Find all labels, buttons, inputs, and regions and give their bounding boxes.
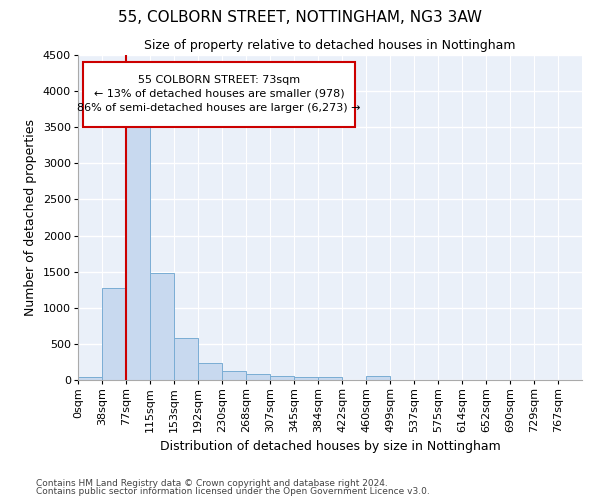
Y-axis label: Number of detached properties: Number of detached properties <box>25 119 37 316</box>
Title: Size of property relative to detached houses in Nottingham: Size of property relative to detached ho… <box>144 40 516 52</box>
Bar <box>78 377 102 380</box>
X-axis label: Distribution of detached houses by size in Nottingham: Distribution of detached houses by size … <box>160 440 500 454</box>
Bar <box>366 376 390 380</box>
Bar <box>222 372 246 380</box>
Bar <box>318 378 342 380</box>
Text: Contains HM Land Registry data © Crown copyright and database right 2024.: Contains HM Land Registry data © Crown c… <box>36 478 388 488</box>
Bar <box>126 127 150 380</box>
Bar <box>174 338 198 380</box>
Text: 55 COLBORN STREET: 73sqm
← 13% of detached houses are smaller (978)
86% of semi-: 55 COLBORN STREET: 73sqm ← 13% of detach… <box>77 75 361 113</box>
Bar <box>198 362 222 380</box>
Bar <box>270 376 294 380</box>
Bar <box>246 374 270 380</box>
Bar <box>150 273 174 380</box>
Text: 55, COLBORN STREET, NOTTINGHAM, NG3 3AW: 55, COLBORN STREET, NOTTINGHAM, NG3 3AW <box>118 10 482 25</box>
Text: Contains public sector information licensed under the Open Government Licence v3: Contains public sector information licen… <box>36 487 430 496</box>
Bar <box>102 288 126 380</box>
Bar <box>294 377 318 380</box>
FancyBboxPatch shape <box>83 62 355 126</box>
